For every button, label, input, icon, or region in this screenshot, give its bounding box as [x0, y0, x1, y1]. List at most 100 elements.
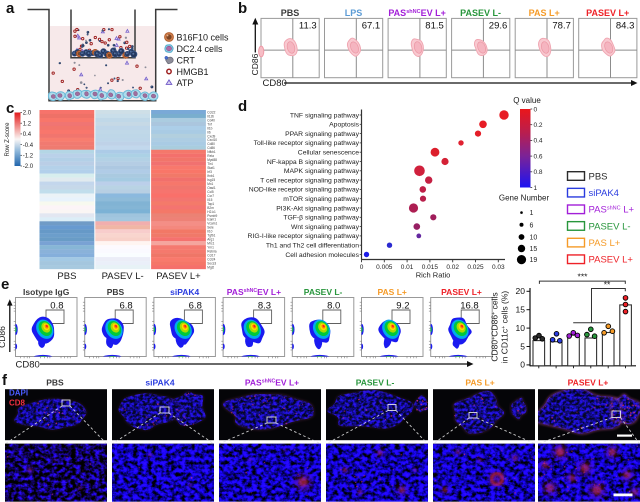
- svg-text:b: b: [238, 0, 247, 17]
- svg-text:siPAK4: siPAK4: [170, 287, 199, 297]
- svg-text:Rela: Rela: [207, 154, 214, 158]
- svg-text:0: 0: [520, 360, 525, 370]
- svg-text:PBS: PBS: [589, 171, 608, 182]
- svg-text:8.0: 8.0: [327, 300, 340, 311]
- svg-text:0.01: 0.01: [401, 264, 414, 271]
- svg-text:e: e: [1, 276, 9, 293]
- svg-text:78.7: 78.7: [552, 21, 571, 32]
- svg-text:0.4: 0.4: [534, 138, 543, 145]
- svg-text:0.02: 0.02: [446, 264, 459, 271]
- svg-text:10: 10: [530, 235, 538, 242]
- svg-text:Cxcl10: Cxcl10: [207, 138, 217, 142]
- svg-text:CRT: CRT: [177, 55, 196, 65]
- svg-text:Socs3: Socs3: [207, 261, 216, 265]
- svg-text:19: 19: [530, 257, 538, 264]
- svg-text:Apoptosis: Apoptosis: [329, 122, 359, 129]
- svg-text:Cellular senescence: Cellular senescence: [298, 150, 359, 157]
- svg-text:1: 1: [530, 210, 534, 217]
- svg-text:B16F10 cells: B16F10 cells: [177, 32, 230, 42]
- svg-text:Isotype IgG: Isotype IgG: [23, 287, 70, 297]
- svg-text:Mgl2: Mgl2: [207, 265, 214, 269]
- svg-text:Th1 and Th2 cell differentiati: Th1 and Th2 cell differentiation: [266, 243, 359, 250]
- svg-text:20: 20: [516, 286, 526, 296]
- svg-text:PBS: PBS: [57, 271, 76, 282]
- svg-text:NOD-like receptor signaling pa: NOD-like receptor signaling pathway: [249, 187, 360, 194]
- svg-text:Il12b: Il12b: [207, 114, 214, 118]
- svg-text:Rich Ratio: Rich Ratio: [416, 271, 451, 280]
- svg-text:Tap1: Tap1: [207, 202, 214, 206]
- svg-text:1.2: 1.2: [23, 121, 32, 127]
- svg-text:Q value: Q value: [513, 96, 541, 105]
- svg-text:TGF-β signaling pathway: TGF-β signaling pathway: [283, 215, 359, 222]
- svg-text:Toll-like receptor signaling p: Toll-like receptor signaling pathway: [254, 140, 360, 147]
- svg-text:CD8: CD8: [9, 399, 26, 408]
- svg-text:Mrc1: Mrc1: [207, 242, 214, 246]
- svg-text:PBS: PBS: [46, 378, 64, 388]
- svg-text:Il15: Il15: [207, 198, 212, 202]
- svg-text:15: 15: [516, 305, 526, 315]
- svg-text:Psmb9: Psmb9: [207, 214, 217, 218]
- svg-text:Nfkb1: Nfkb1: [207, 150, 216, 154]
- svg-text:siPAK4: siPAK4: [145, 378, 174, 388]
- svg-text:LPS: LPS: [345, 8, 363, 18]
- svg-text:PASEV L-: PASEV L-: [102, 271, 144, 282]
- svg-text:Wnt signaling pathway: Wnt signaling pathway: [291, 224, 360, 231]
- svg-text:6.8: 6.8: [119, 300, 132, 311]
- svg-text:Myd88: Myd88: [207, 158, 217, 162]
- svg-text:PASEV L-: PASEV L-: [460, 8, 501, 18]
- svg-text:0.8: 0.8: [50, 300, 63, 311]
- svg-text:B2m: B2m: [207, 206, 214, 210]
- svg-text:siPAK4: siPAK4: [589, 188, 619, 199]
- svg-text:0: 0: [360, 264, 364, 271]
- svg-text:c: c: [6, 100, 14, 117]
- svg-text:**: **: [604, 279, 611, 289]
- svg-text:ATP: ATP: [177, 78, 194, 88]
- svg-text:11.3: 11.3: [299, 21, 317, 32]
- svg-text:Ccl24: Ccl24: [207, 257, 215, 261]
- svg-text:PASEV L+: PASEV L+: [586, 8, 629, 18]
- svg-text:PASEV L-: PASEV L-: [304, 287, 343, 297]
- svg-text:CD80: CD80: [16, 360, 40, 371]
- svg-text:PASEV L+: PASEV L+: [589, 255, 634, 266]
- svg-text:DC2.4 cells: DC2.4 cells: [177, 44, 224, 54]
- svg-text:DAPI: DAPI: [9, 389, 28, 398]
- svg-text:84.3: 84.3: [616, 21, 635, 32]
- svg-text:TNF signaling pathway: TNF signaling pathway: [290, 112, 360, 119]
- svg-text:0.4: 0.4: [23, 132, 32, 138]
- svg-text:Cd80: Cd80: [207, 142, 215, 146]
- svg-text:0.015: 0.015: [422, 264, 439, 271]
- svg-text:PAS L+: PAS L+: [465, 378, 494, 388]
- svg-text:PASEV L+: PASEV L+: [156, 271, 201, 282]
- svg-text:Isg15: Isg15: [207, 178, 215, 182]
- svg-text:Il6: Il6: [207, 130, 211, 134]
- svg-text:Cell adhesion molecules: Cell adhesion molecules: [285, 252, 359, 259]
- svg-text:PASshNCEV L+: PASshNCEV L+: [388, 8, 445, 18]
- svg-text:2.0: 2.0: [23, 111, 32, 117]
- svg-text:CD80+CD86+ cells: CD80+CD86+ cells: [490, 292, 500, 361]
- svg-text:Vcam1: Vcam1: [207, 222, 217, 226]
- svg-text:Row Z-score: Row Z-score: [5, 122, 11, 157]
- svg-text:6.8: 6.8: [189, 300, 202, 311]
- svg-text:-1.2: -1.2: [23, 154, 34, 160]
- svg-text:Cd86: Cd86: [207, 146, 215, 150]
- svg-text:6: 6: [530, 222, 534, 229]
- svg-text:Stat1: Stat1: [207, 166, 215, 170]
- svg-text:PASshNCEV L+: PASshNCEV L+: [227, 287, 281, 297]
- svg-text:mTOR signaling pathway: mTOR signaling pathway: [283, 196, 359, 203]
- svg-text:10: 10: [516, 323, 526, 333]
- svg-text:HMGB1: HMGB1: [177, 67, 209, 77]
- svg-text:T cell receptor signaling path: T cell receptor signaling pathway: [260, 177, 359, 184]
- svg-text:0.2: 0.2: [534, 122, 543, 129]
- svg-text:29.6: 29.6: [489, 21, 508, 32]
- svg-text:-2.0: -2.0: [23, 164, 34, 170]
- svg-text:15: 15: [530, 246, 538, 253]
- svg-text:-0.4: -0.4: [23, 143, 34, 149]
- svg-text:Retnla: Retnla: [207, 250, 216, 254]
- svg-text:PASEV L+: PASEV L+: [568, 378, 609, 388]
- svg-text:d: d: [238, 98, 247, 115]
- svg-text:CD80: CD80: [263, 78, 287, 89]
- svg-text:f: f: [2, 372, 8, 389]
- svg-text:8.3: 8.3: [258, 300, 271, 311]
- svg-text:Irf3: Irf3: [207, 170, 212, 174]
- svg-text:in CD11c+ cells (%): in CD11c+ cells (%): [500, 291, 510, 364]
